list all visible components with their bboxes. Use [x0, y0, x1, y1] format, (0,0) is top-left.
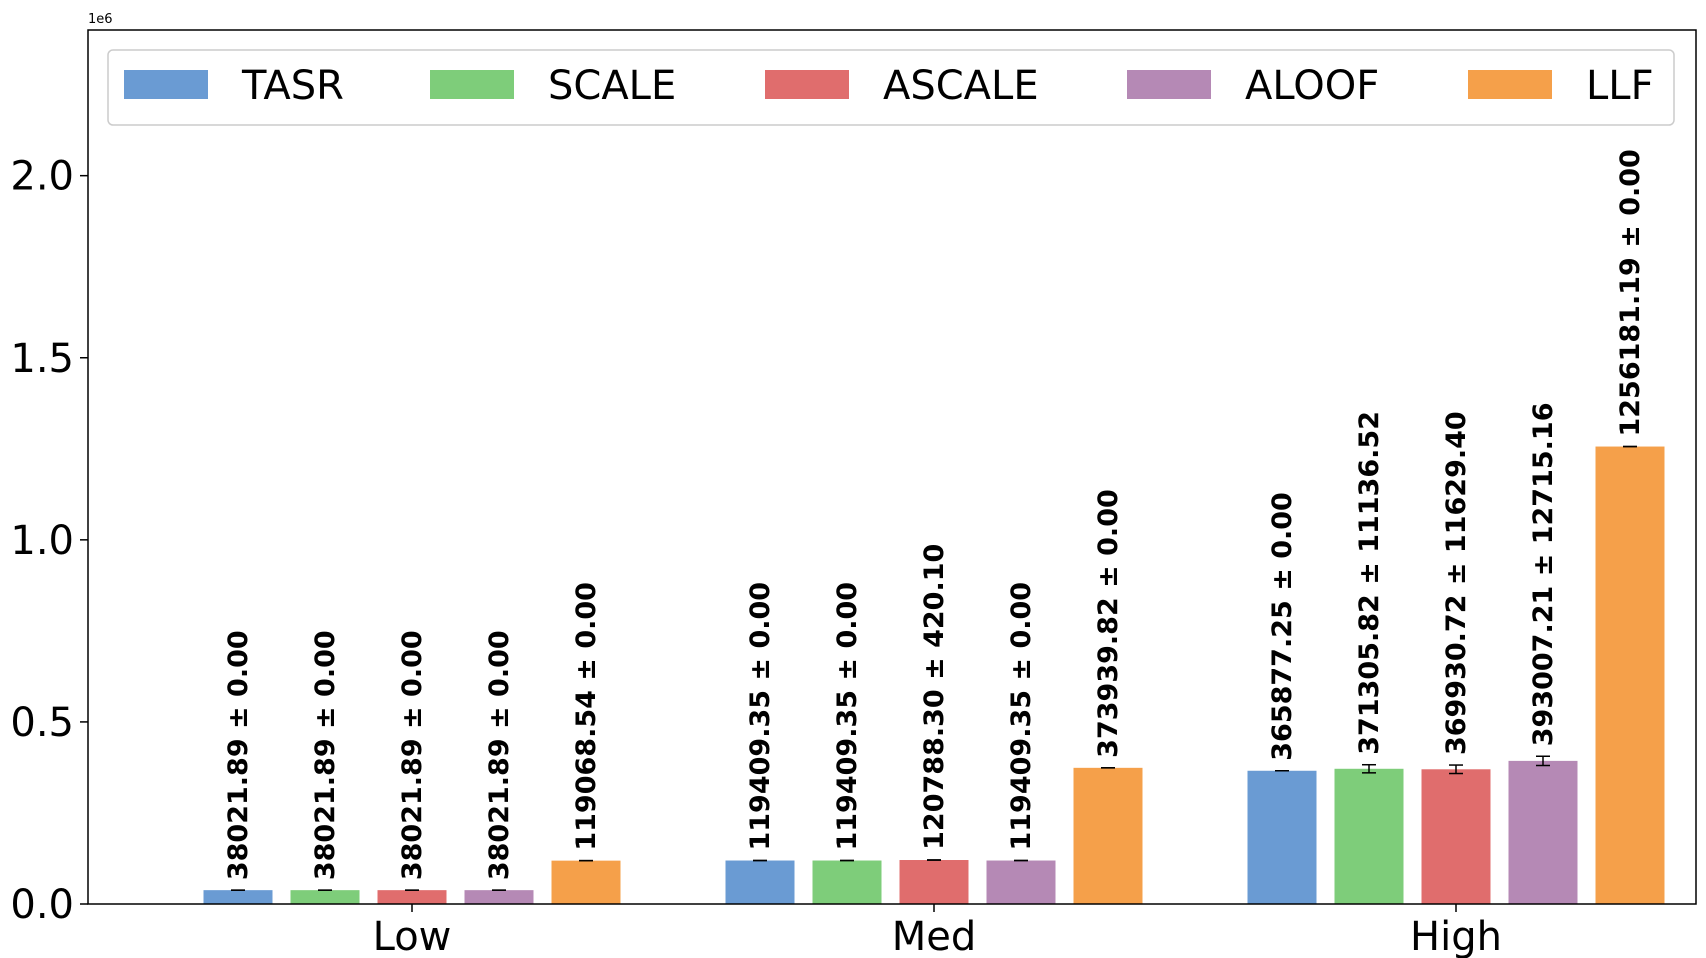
bar-tasr-high [1247, 770, 1317, 904]
bar-ascale-low [377, 890, 447, 904]
error-bars-group [231, 445, 1637, 891]
bar-value-label: 119409.35 ± 0.00 [1006, 582, 1037, 851]
y-tick-label: 1.5 [10, 336, 74, 382]
x-tick-label-low: Low [373, 914, 452, 958]
y-tick-label: 0.0 [10, 882, 74, 928]
bar-llf-high [1595, 446, 1665, 904]
bar-value-label: 119068.54 ± 0.00 [571, 582, 602, 851]
legend: TASR SCALE ASCALE ALOOF LLF [107, 49, 1675, 126]
legend-swatch [765, 70, 849, 99]
error-bar-ascale-high [1449, 764, 1463, 775]
error-bar-scale-high [1362, 763, 1376, 774]
bar-ascale-med [899, 860, 969, 904]
bar-value-label: 38021.89 ± 0.00 [397, 630, 428, 880]
bar-value-label: 38021.89 ± 0.00 [223, 630, 254, 880]
y-axis: 0.0 0.5 1.0 1.5 2.0 [10, 154, 88, 928]
bar-tasr-low [203, 890, 273, 904]
bar-scale-med [812, 860, 882, 904]
bar-llf-low [551, 860, 621, 904]
bar-value-label: 373939.82 ± 0.00 [1093, 489, 1124, 758]
bar-llf-med [1073, 767, 1143, 904]
bar-value-label: 393007.21 ± 12715.16 [1528, 402, 1559, 746]
bar-value-label: 365877.25 ± 0.00 [1267, 492, 1298, 761]
y-tick-label: 2.0 [10, 154, 74, 200]
legend-swatch [1127, 70, 1211, 99]
y-axis-offset-text: 1e6 [88, 12, 113, 27]
bar-value-label: 119409.35 ± 0.00 [832, 582, 863, 851]
bar-scale-low [290, 890, 360, 904]
legend-item-ascale: ASCALE [765, 63, 1039, 109]
x-axis: Low Med High [373, 904, 1502, 958]
legend-label: ASCALE [883, 63, 1039, 109]
bar-aloof-med [986, 860, 1056, 904]
x-tick-label-high: High [1410, 914, 1502, 958]
legend-label: TASR [241, 63, 344, 109]
legend-frame [107, 49, 1675, 126]
bar-value-label: 371305.82 ± 11136.52 [1354, 411, 1385, 755]
x-tick-label-med: Med [892, 914, 977, 958]
legend-item-tasr: TASR [124, 63, 344, 109]
legend-item-llf: LLF [1468, 63, 1654, 109]
error-bar-aloof-high [1536, 755, 1550, 767]
legend-label: ALOOF [1245, 63, 1379, 109]
bar-scale-high [1334, 768, 1404, 904]
bar-value-label: 1256181.19 ± 0.00 [1615, 149, 1646, 436]
bar-value-label: 38021.89 ± 0.00 [484, 630, 515, 880]
plot-frame [87, 29, 1697, 905]
legend-label: LLF [1586, 63, 1654, 109]
legend-swatch [124, 70, 208, 99]
legend-label: SCALE [548, 63, 676, 109]
bars-group [203, 446, 1665, 904]
y-tick-label: 1.0 [10, 518, 74, 564]
y-tick-label: 0.5 [10, 700, 74, 746]
legend-item-scale: SCALE [430, 63, 676, 109]
bar-value-label: 369930.72 ± 11629.40 [1441, 411, 1472, 755]
legend-item-aloof: ALOOF [1127, 63, 1379, 109]
plot-area [88, 30, 1696, 904]
bar-aloof-high [1508, 760, 1578, 904]
bar-value-label: 119409.35 ± 0.00 [745, 582, 776, 851]
bar-value-label: 120788.30 ± 420.10 [919, 544, 950, 850]
legend-swatch [430, 70, 514, 99]
bar-tasr-med [725, 860, 795, 904]
bar-ascale-high [1421, 769, 1491, 904]
bar-aloof-low [464, 890, 534, 904]
legend-swatch [1468, 70, 1552, 99]
bar-value-label: 38021.89 ± 0.00 [310, 630, 341, 880]
bar-labels-group: 38021.89 ± 0.00 38021.89 ± 0.00 38021.89 ±… [223, 149, 1646, 880]
